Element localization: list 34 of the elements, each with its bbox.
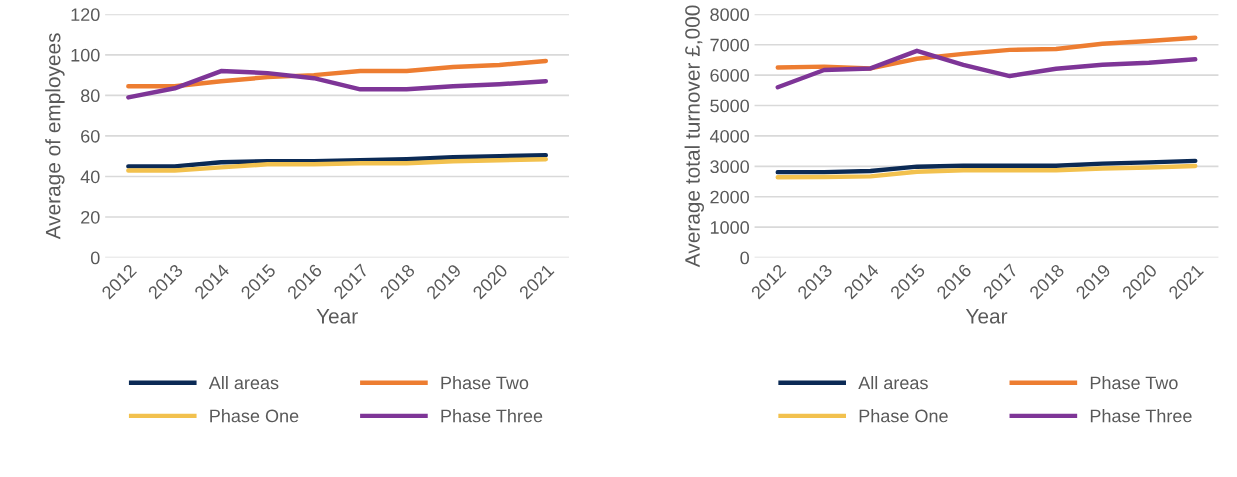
y-tick-label: 120	[71, 8, 100, 22]
legend-label: All areas	[208, 376, 279, 390]
y-tick-label: 80	[80, 89, 100, 103]
y-tick-label: 8000	[710, 8, 750, 22]
y-tick-label: 4000	[709, 129, 750, 143]
legend-label: Phase Three	[441, 409, 543, 423]
y-tick-label: 0	[740, 251, 749, 265]
y-tick-label: 1000	[710, 221, 750, 234]
y-tick-label: 20	[81, 210, 100, 224]
line-series	[126, 68, 549, 100]
y-tick-label: 3000	[710, 160, 750, 174]
y-tick-label: 40	[80, 170, 100, 184]
x-axis-title: Year	[965, 309, 1008, 324]
y-tick-label: 60	[81, 129, 100, 143]
y-tick-label: 100	[71, 48, 100, 62]
legend-label: Phase Two	[441, 376, 529, 390]
legend-label: Phase One	[859, 409, 948, 423]
y-tick-label: 0	[90, 251, 100, 265]
y-tick-label: 5000	[710, 99, 750, 113]
y-tick-label: 6000	[710, 69, 750, 82]
x-axis-title: Year	[316, 309, 358, 324]
line-series	[775, 48, 1198, 90]
y-axis-title: Average of employees	[45, 33, 65, 240]
legend-label: Phase Two	[1090, 376, 1178, 390]
legend-label: All areas	[858, 376, 928, 390]
legend-label: Phase One	[210, 409, 299, 423]
legend-label: Phase Three	[1090, 409, 1192, 423]
line-series	[775, 158, 1198, 175]
y-tick-label: 7000	[710, 38, 750, 52]
line-series	[775, 163, 1198, 180]
line-series	[126, 152, 549, 169]
y-axis-title: Average total turnover £,000	[684, 5, 704, 268]
line-series	[126, 157, 549, 173]
y-tick-label: 2000	[710, 190, 750, 204]
